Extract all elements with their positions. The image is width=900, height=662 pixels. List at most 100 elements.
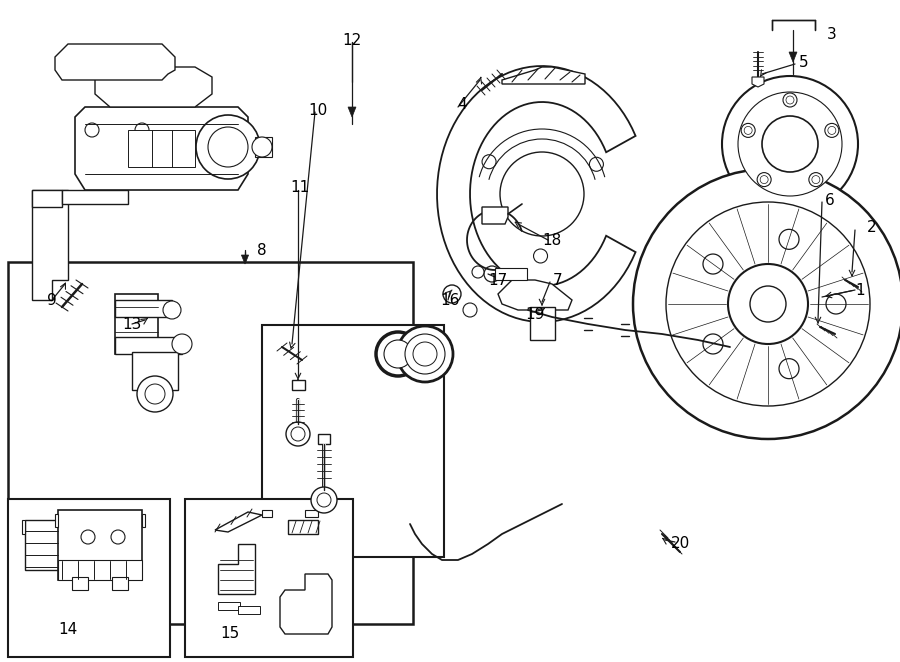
Circle shape: [757, 173, 771, 187]
Text: 14: 14: [58, 622, 77, 638]
Polygon shape: [115, 300, 172, 317]
Circle shape: [534, 249, 547, 263]
Polygon shape: [305, 510, 318, 517]
Text: 17: 17: [489, 273, 508, 287]
Circle shape: [762, 116, 818, 172]
Circle shape: [826, 294, 846, 314]
Circle shape: [783, 93, 797, 107]
Polygon shape: [75, 107, 248, 190]
Circle shape: [722, 76, 858, 212]
Circle shape: [405, 334, 445, 374]
Circle shape: [172, 334, 192, 354]
Circle shape: [443, 285, 461, 303]
Circle shape: [824, 123, 839, 138]
Circle shape: [85, 123, 99, 137]
Text: 4: 4: [457, 97, 467, 111]
Polygon shape: [58, 560, 142, 580]
Text: 19: 19: [526, 307, 544, 322]
Polygon shape: [752, 77, 764, 87]
Polygon shape: [58, 510, 142, 580]
Text: 12: 12: [342, 32, 362, 48]
Circle shape: [633, 169, 900, 439]
Circle shape: [482, 155, 496, 169]
Circle shape: [728, 264, 808, 344]
Circle shape: [81, 530, 95, 544]
Circle shape: [376, 332, 420, 376]
Circle shape: [484, 266, 500, 282]
Circle shape: [812, 175, 820, 183]
Circle shape: [666, 202, 870, 406]
Polygon shape: [262, 510, 272, 517]
Polygon shape: [22, 520, 25, 534]
Polygon shape: [115, 294, 158, 354]
Circle shape: [779, 359, 799, 379]
Circle shape: [750, 286, 786, 322]
Bar: [495, 268, 527, 280]
Polygon shape: [72, 577, 88, 590]
Polygon shape: [255, 137, 272, 157]
Polygon shape: [55, 44, 175, 80]
Circle shape: [252, 137, 272, 157]
Circle shape: [135, 123, 149, 137]
Circle shape: [703, 334, 723, 354]
Circle shape: [291, 427, 305, 441]
Polygon shape: [25, 520, 60, 570]
Polygon shape: [292, 380, 305, 390]
Polygon shape: [218, 544, 255, 594]
Circle shape: [384, 340, 412, 368]
Text: 9: 9: [47, 293, 57, 308]
Bar: [8, 499, 170, 657]
Circle shape: [286, 422, 310, 446]
Polygon shape: [280, 574, 332, 634]
Circle shape: [311, 487, 337, 513]
Polygon shape: [218, 602, 240, 610]
Text: 8: 8: [257, 242, 266, 258]
Circle shape: [590, 158, 603, 171]
Polygon shape: [128, 130, 195, 167]
Circle shape: [463, 303, 477, 317]
Polygon shape: [112, 577, 128, 590]
Text: 7: 7: [554, 273, 562, 287]
Polygon shape: [318, 434, 330, 444]
Polygon shape: [348, 107, 356, 117]
Circle shape: [145, 384, 165, 404]
Circle shape: [317, 493, 331, 507]
Circle shape: [828, 126, 836, 134]
Circle shape: [738, 92, 842, 196]
Circle shape: [163, 301, 181, 319]
Circle shape: [208, 127, 248, 167]
Polygon shape: [62, 190, 128, 204]
Text: 5: 5: [799, 54, 809, 70]
Text: 16: 16: [440, 293, 460, 308]
Circle shape: [472, 266, 484, 278]
Polygon shape: [502, 67, 585, 84]
Polygon shape: [115, 337, 182, 354]
Polygon shape: [32, 190, 68, 300]
Polygon shape: [241, 255, 248, 264]
Text: 15: 15: [220, 626, 239, 641]
Polygon shape: [238, 606, 260, 614]
Circle shape: [742, 123, 755, 138]
Bar: [185, 499, 353, 657]
Bar: [8, 262, 413, 624]
Polygon shape: [95, 67, 212, 107]
Polygon shape: [530, 307, 555, 340]
Text: 10: 10: [309, 103, 328, 117]
Text: 2: 2: [868, 220, 877, 234]
Circle shape: [786, 96, 794, 104]
Polygon shape: [55, 514, 58, 527]
Text: 18: 18: [543, 232, 562, 248]
Circle shape: [703, 254, 723, 274]
Circle shape: [500, 152, 584, 236]
Text: 6: 6: [825, 193, 835, 207]
Circle shape: [744, 126, 752, 134]
Circle shape: [809, 173, 823, 187]
Text: 13: 13: [122, 316, 141, 332]
Circle shape: [111, 530, 125, 544]
Polygon shape: [132, 352, 178, 390]
Text: 3: 3: [827, 26, 837, 42]
Bar: [262, 325, 444, 557]
Circle shape: [137, 376, 173, 412]
Polygon shape: [437, 66, 635, 322]
Circle shape: [196, 115, 260, 179]
